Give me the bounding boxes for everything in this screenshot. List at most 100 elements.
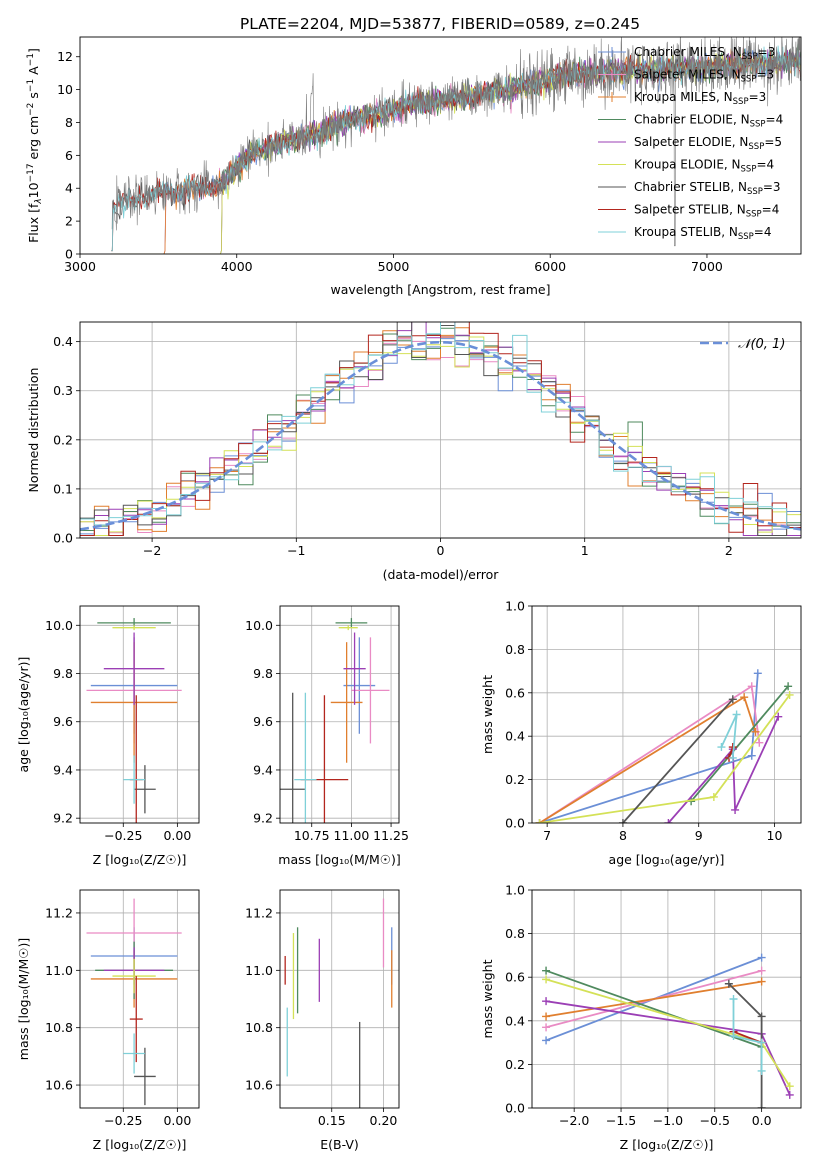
x-tick-label: 0.15 — [318, 1113, 346, 1128]
x-tick-label: 7000 — [691, 259, 723, 274]
y-tick-label: 10.0 — [45, 618, 73, 633]
mass-weight-vs-Z-plot-area — [542, 953, 794, 1108]
mass-weight-vs-age-x-axis-label: age [log₁₀(age/yr)] — [609, 852, 725, 867]
age-vs-mass-plot-area — [280, 618, 390, 823]
x-tick-label: 0 — [437, 543, 445, 558]
plus-marker — [785, 1082, 794, 1091]
plus-marker — [757, 977, 766, 986]
mass-weight-line — [732, 999, 763, 1071]
spectrum-legend: Chabrier MILES, NSSP=3 Salpeter MILES, NS… — [598, 45, 783, 242]
y-tick-label: 10.6 — [45, 1078, 73, 1093]
y-tick-label: 9.8 — [53, 666, 73, 681]
legend-label: Chabrier STELIB, NSSP=3 — [634, 180, 781, 197]
plus-marker — [747, 682, 756, 691]
mass-vs-Z-axes: −0.25 0.00 10.6 10.8 11.0 11.2 — [45, 890, 199, 1128]
error-bar-point — [343, 632, 366, 705]
spectrum-y-axis-label: Flux [fλ10−17 erg cm−2 s−1 A−1] — [26, 48, 44, 243]
mass-weight-line — [545, 980, 762, 1018]
residual-histogram — [80, 322, 801, 529]
residuals-legend: 𝒩(0, 1) — [700, 337, 785, 352]
mass-weight-line — [622, 698, 734, 823]
residuals-x-axis-label: (data-model)/error — [383, 567, 500, 582]
x-tick-label: 0.00 — [163, 828, 191, 843]
error-bar-point — [335, 618, 368, 628]
plus-marker — [542, 997, 551, 1006]
y-tick-label: 12 — [57, 49, 73, 64]
legend-label: Salpeter STELIB, NSSP=4 — [634, 203, 779, 220]
mass-weight-line — [690, 685, 789, 802]
x-tick-label: −1 — [287, 543, 305, 558]
mass-vs-Z-y-axis-label: mass [log₁₀(M/M☉)] — [16, 938, 31, 1060]
y-tick-label: 0.8 — [505, 926, 525, 941]
x-tick-label: 9 — [695, 828, 703, 843]
spectrum-model-line — [111, 43, 801, 254]
plus-marker — [542, 966, 551, 975]
plus-marker — [784, 682, 793, 691]
x-tick-label: 2 — [725, 543, 733, 558]
y-tick-label: 0.1 — [53, 481, 73, 496]
y-tick-label: 11.0 — [45, 963, 73, 978]
mass-vs-ebv-plot-area — [284, 898, 393, 1108]
y-tick-label: 9.8 — [253, 666, 273, 681]
plus-marker — [728, 695, 737, 704]
x-tick-label: 1 — [581, 543, 589, 558]
y-tick-label: 0.4 — [505, 729, 525, 744]
spectrum-observed-line — [111, 37, 801, 247]
x-tick-label: 6000 — [534, 259, 566, 274]
x-tick-label: −2 — [143, 543, 161, 558]
plus-marker — [774, 712, 783, 721]
plus-marker — [757, 1066, 766, 1075]
plus-marker — [785, 690, 794, 699]
error-bar-point — [338, 625, 358, 631]
x-tick-label: 11.25 — [373, 828, 409, 843]
y-tick-label: 2 — [65, 214, 73, 229]
plus-marker — [740, 693, 749, 702]
age-vs-Z-x-axis-label: Z [log₁₀(Z/Z☉)] — [93, 852, 187, 867]
plus-marker — [618, 819, 627, 823]
mass-weight-vs-age-y-axis-label: mass weight — [480, 675, 495, 754]
y-tick-label: 0 — [65, 247, 73, 262]
legend-label: Chabrier ELODIE, NSSP=4 — [634, 113, 783, 130]
x-tick-label: 0.0 — [752, 1113, 772, 1128]
legend-label: Chabrier MILES, NSSP=3 — [634, 45, 775, 62]
x-tick-label: 0.20 — [370, 1113, 398, 1128]
mass-weight-vs-Z-x-axis-label: Z [log₁₀(Z/Z☉)] — [620, 1137, 714, 1152]
plus-marker — [535, 819, 544, 823]
y-tick-label: 4 — [65, 181, 73, 196]
plus-marker — [542, 975, 551, 984]
x-tick-label: −0.25 — [104, 828, 142, 843]
y-tick-label: 10.8 — [245, 1020, 273, 1035]
plus-marker — [753, 669, 762, 678]
x-tick-label: 7 — [543, 828, 551, 843]
age-vs-Z-y-axis-label: age [log₁₀(age/yr)] — [16, 657, 31, 773]
mass-vs-Z-frame — [79, 889, 200, 1109]
y-tick-label: 8 — [65, 115, 73, 130]
y-tick-label: 9.6 — [253, 714, 273, 729]
y-tick-label: 0.8 — [505, 642, 525, 657]
error-bar-point — [112, 625, 156, 631]
plus-marker — [785, 1090, 794, 1099]
x-tick-label: −0.25 — [104, 1113, 142, 1128]
mass-weight-vs-Z-y-axis-label: mass weight — [480, 959, 495, 1038]
x-tick-label: 10.75 — [294, 828, 330, 843]
mass-weight-vs-age-frame — [531, 605, 802, 824]
x-tick-label: 8 — [619, 828, 627, 843]
mass-vs-ebv-frame — [279, 889, 400, 1109]
legend-label: 𝒩(0, 1) — [738, 337, 785, 352]
mass-weight-vs-Z-axes: −2.0 −1.5 −1.0 −0.5 0.0 0.0 0.2 0.4 0.6 0.8 1.0 — [505, 883, 801, 1128]
legend-label: Kroupa ELODIE, NSSP=4 — [634, 158, 774, 175]
x-tick-label: −1.5 — [606, 1113, 636, 1128]
error-bar-point — [280, 692, 306, 823]
y-tick-label: 10 — [57, 82, 73, 97]
mass-vs-ebv-x-axis-label: E(B-V) — [320, 1137, 359, 1152]
plus-marker — [757, 953, 766, 962]
error-bar-point — [129, 976, 143, 1063]
legend-label: Kroupa MILES, NSSP=3 — [634, 90, 766, 107]
residuals-frame — [79, 321, 802, 539]
mass-weight-vs-age-plot-area — [535, 669, 794, 823]
y-tick-label: 10.6 — [245, 1078, 273, 1093]
figure-title: PLATE=2204, MJD=53877, FIBERID=0589, z=0… — [240, 15, 640, 33]
y-tick-label: 0.0 — [505, 816, 525, 831]
plus-marker — [729, 1032, 738, 1041]
